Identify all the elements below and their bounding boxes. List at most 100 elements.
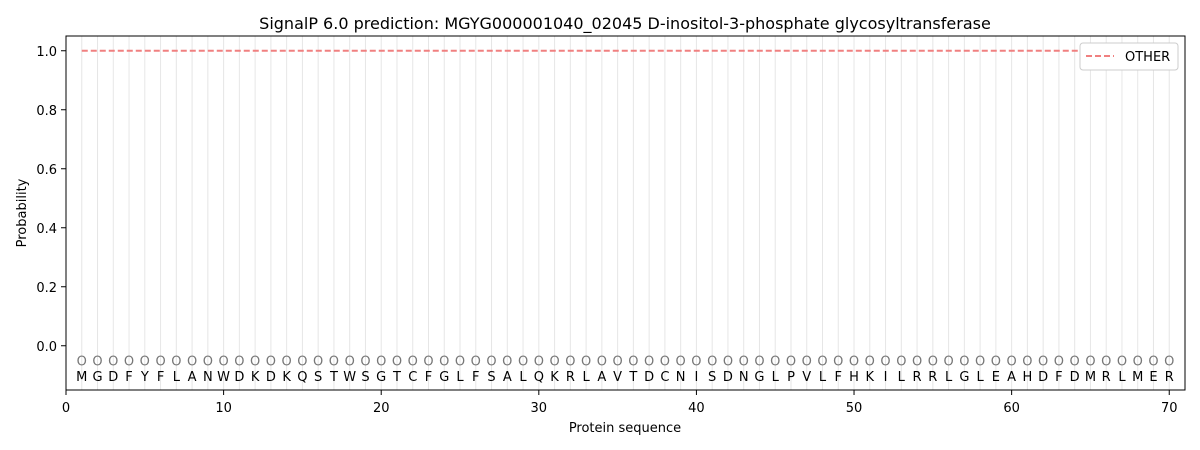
residue-label: R [566,370,575,385]
region-label: O [392,355,402,370]
region-label: O [628,355,638,370]
residue-label: E [992,370,1000,385]
residue-label: D [1070,370,1080,385]
region-label: O [991,355,1001,370]
chart-title: SignalP 6.0 prediction: MGYG000001040_02… [259,14,991,34]
residue-label: T [329,370,338,385]
region-label: O [345,355,355,370]
region-label: O [155,355,165,370]
region-label: O [329,355,339,370]
region-label: O [124,355,134,370]
residue-label: S [361,370,369,385]
residue-label: C [408,370,417,385]
x-tick-label: 60 [1003,401,1020,416]
y-ticks: 0.0 0.2 0.4 0.6 0.8 1.0 [36,45,66,355]
residue-label: M [1132,370,1143,385]
residue-label: T [392,370,401,385]
residue-label: A [188,370,197,385]
region-label: O [77,355,87,370]
residue-label: F [1055,370,1062,385]
residue-label: D [234,370,244,385]
residue-label: K [282,370,291,385]
region-label: O [739,355,749,370]
sequence-labels: OMOGODOFOYOFOLOAONOWODOKODOKOQOSOTOWOSOG… [76,355,1174,386]
residue-label: V [802,370,811,385]
region-label: O [754,355,764,370]
region-label: O [1117,355,1127,370]
region-label: O [282,355,292,370]
region-label: O [1101,355,1111,370]
region-label: O [439,355,449,370]
region-label: O [865,355,875,370]
residue-label: N [203,370,213,385]
residue-label: F [125,370,132,385]
residue-label: C [660,370,669,385]
region-label: O [266,355,276,370]
residue-label: R [928,370,937,385]
residue-label: E [1149,370,1157,385]
region-label: O [896,355,906,370]
residue-label: I [884,370,888,385]
region-label: O [817,355,827,370]
region-label: O [376,355,386,370]
region-label: O [959,355,969,370]
residue-label: S [487,370,495,385]
residue-label: D [1038,370,1048,385]
region-label: O [297,355,307,370]
region-label: O [486,355,496,370]
residue-label: F [157,370,164,385]
region-label: O [707,355,717,370]
region-label: O [1148,355,1158,370]
y-axis-label: Probability [15,178,30,247]
residue-label: Y [140,370,149,385]
residue-label: A [597,370,606,385]
region-label: O [455,355,465,370]
residue-label: L [898,370,906,385]
residue-label: H [849,370,859,385]
residue-label: V [613,370,622,385]
region-label: O [250,355,260,370]
residue-label: R [1102,370,1111,385]
region-label: O [597,355,607,370]
region-label: O [1007,355,1017,370]
residue-label: G [92,370,102,385]
region-label: O [187,355,197,370]
legend-box [1079,42,1179,71]
region-label: O [1022,355,1032,370]
residue-label: A [1007,370,1016,385]
x-tick-label: 40 [688,401,705,416]
residue-label: W [217,370,230,385]
y-tick-label: 0.4 [36,222,57,237]
x-tick-label: 50 [846,401,863,416]
residue-label: L [976,370,984,385]
residue-label: R [1165,370,1174,385]
region-label: O [613,355,623,370]
residue-label: F [425,370,432,385]
legend: OTHER [1079,42,1179,71]
x-tick-label: 70 [1161,401,1178,416]
residue-label: W [343,370,356,385]
region-label: O [1133,355,1143,370]
region-label: O [912,355,922,370]
y-tick-label: 0.0 [36,340,57,355]
region-label: O [880,355,890,370]
region-label: O [140,355,150,370]
residue-label: L [582,370,590,385]
residue-label: M [1085,370,1096,385]
residue-label: L [173,370,181,385]
residue-label: R [913,370,922,385]
residue-label: Q [534,370,544,385]
residue-label: K [866,370,875,385]
residue-label: N [739,370,749,385]
grid-lines [81,36,1170,390]
region-label: O [423,355,433,370]
legend-label-other: OTHER [1125,50,1170,65]
region-label: O [218,355,228,370]
residue-label: A [503,370,512,385]
region-label: O [518,355,528,370]
residue-label: D [108,370,118,385]
residue-label: L [819,370,827,385]
region-label: O [975,355,985,370]
region-label: O [644,355,654,370]
region-label: O [833,355,843,370]
